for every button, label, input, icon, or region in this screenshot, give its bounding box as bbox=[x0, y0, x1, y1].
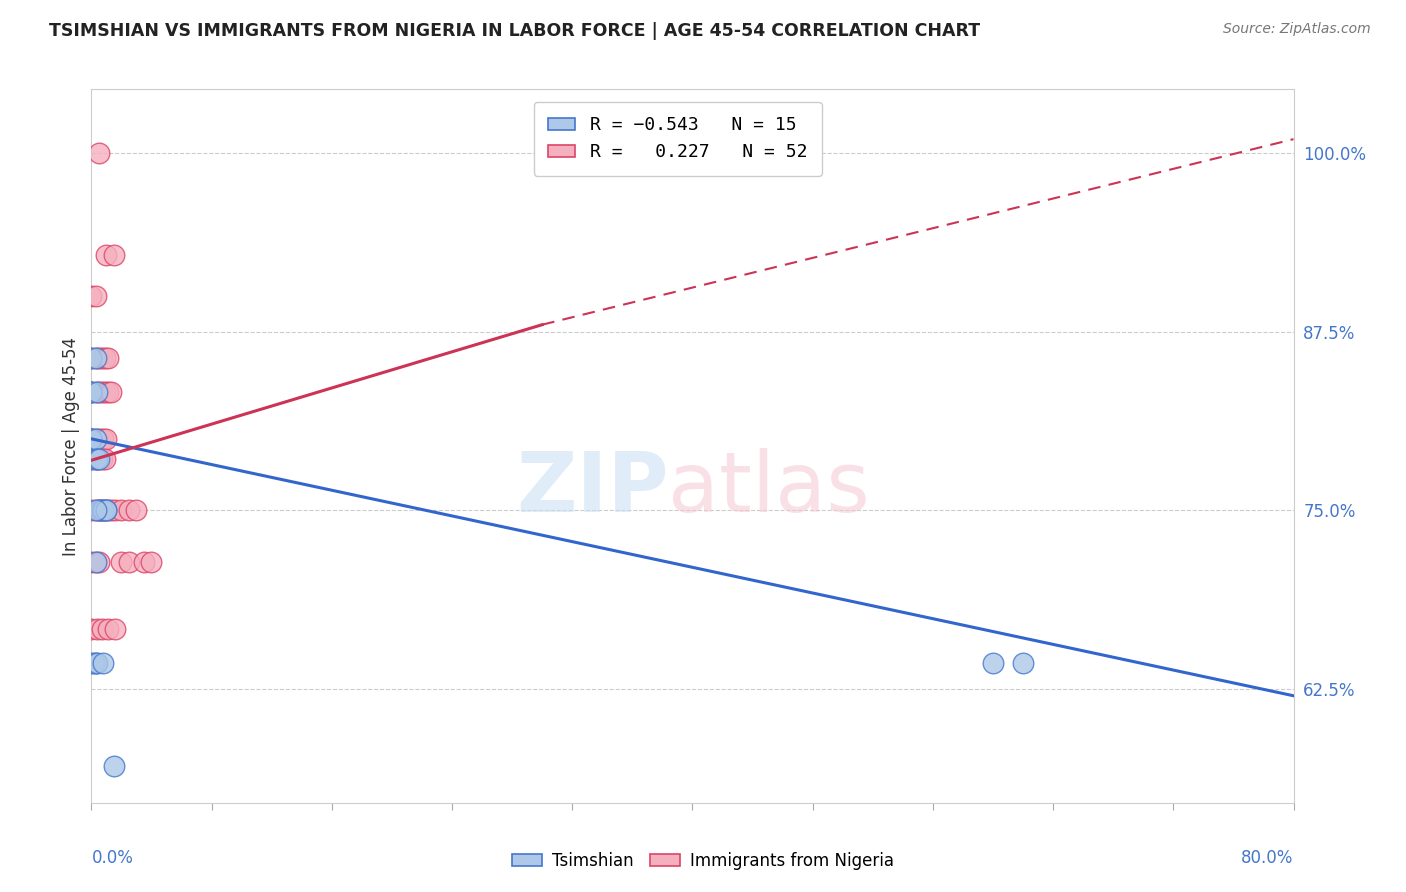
Point bbox=[80, 384, 103, 399]
Point bbox=[87, 451, 110, 466]
Y-axis label: In Labor Force | Age 45-54: In Labor Force | Age 45-54 bbox=[62, 336, 80, 556]
Text: 80.0%: 80.0% bbox=[1241, 849, 1294, 867]
Point bbox=[90, 384, 112, 399]
Point bbox=[1012, 656, 1035, 670]
Point bbox=[93, 656, 115, 670]
Point bbox=[80, 656, 103, 670]
Text: atlas: atlas bbox=[668, 449, 870, 529]
Point bbox=[96, 503, 118, 517]
Point bbox=[100, 503, 122, 517]
Point bbox=[84, 384, 107, 399]
Point bbox=[80, 351, 103, 365]
Point bbox=[94, 384, 117, 399]
Point bbox=[80, 432, 103, 446]
Point bbox=[84, 351, 107, 365]
Point bbox=[86, 622, 108, 636]
Point bbox=[97, 351, 120, 365]
Point bbox=[87, 384, 110, 399]
Point bbox=[84, 451, 107, 466]
Point bbox=[80, 384, 103, 399]
Point bbox=[89, 432, 111, 446]
Point bbox=[80, 432, 103, 446]
Point bbox=[84, 351, 107, 365]
Point bbox=[97, 503, 120, 517]
Point bbox=[84, 555, 107, 569]
Point bbox=[96, 248, 118, 262]
Point bbox=[80, 451, 103, 466]
Point bbox=[90, 503, 112, 517]
Point bbox=[87, 451, 110, 466]
Point bbox=[103, 758, 125, 772]
Point bbox=[96, 432, 118, 446]
Point bbox=[80, 451, 103, 466]
Point bbox=[93, 503, 115, 517]
Point bbox=[90, 451, 112, 466]
Point bbox=[94, 451, 117, 466]
Point bbox=[86, 384, 108, 399]
Text: Source: ZipAtlas.com: Source: ZipAtlas.com bbox=[1223, 22, 1371, 37]
Point bbox=[87, 503, 110, 517]
Point bbox=[104, 503, 127, 517]
Point bbox=[83, 432, 105, 446]
Point bbox=[87, 146, 110, 161]
Point bbox=[125, 503, 148, 517]
Point bbox=[80, 289, 103, 303]
Point bbox=[87, 503, 110, 517]
Point bbox=[86, 432, 108, 446]
Point bbox=[118, 555, 141, 569]
Point bbox=[94, 503, 117, 517]
Point bbox=[100, 384, 122, 399]
Point bbox=[80, 384, 103, 399]
Point bbox=[80, 432, 103, 446]
Point bbox=[80, 622, 103, 636]
Legend: Tsimshian, Immigrants from Nigeria: Tsimshian, Immigrants from Nigeria bbox=[505, 846, 901, 877]
Point bbox=[103, 248, 125, 262]
Point bbox=[93, 432, 115, 446]
Text: TSIMSHIAN VS IMMIGRANTS FROM NIGERIA IN LABOR FORCE | AGE 45-54 CORRELATION CHAR: TSIMSHIAN VS IMMIGRANTS FROM NIGERIA IN … bbox=[49, 22, 980, 40]
Point bbox=[89, 503, 111, 517]
Point bbox=[94, 351, 117, 365]
Point bbox=[90, 351, 112, 365]
Point bbox=[118, 503, 141, 517]
Point bbox=[84, 555, 107, 569]
Point bbox=[97, 384, 120, 399]
Point bbox=[97, 622, 120, 636]
Point bbox=[90, 503, 112, 517]
Point bbox=[80, 555, 103, 569]
Point bbox=[80, 351, 103, 365]
Point bbox=[93, 860, 115, 874]
Point bbox=[84, 656, 107, 670]
Point bbox=[80, 432, 103, 446]
Point bbox=[84, 432, 107, 446]
Point bbox=[96, 503, 118, 517]
Point bbox=[84, 503, 107, 517]
Point bbox=[132, 555, 155, 569]
Point bbox=[981, 656, 1004, 670]
Point bbox=[87, 555, 110, 569]
Point bbox=[86, 656, 108, 670]
Point bbox=[90, 622, 112, 636]
Point bbox=[110, 503, 132, 517]
Point bbox=[104, 622, 127, 636]
Point bbox=[84, 289, 107, 303]
Point bbox=[84, 451, 107, 466]
Point bbox=[84, 503, 107, 517]
Text: ZIP: ZIP bbox=[516, 449, 668, 529]
Point bbox=[110, 555, 132, 569]
Point bbox=[83, 656, 105, 670]
Legend: R = −0.543   N = 15, R =   0.227   N = 52: R = −0.543 N = 15, R = 0.227 N = 52 bbox=[534, 102, 821, 176]
Point bbox=[80, 503, 103, 517]
Point bbox=[86, 451, 108, 466]
Point bbox=[87, 351, 110, 365]
Point bbox=[141, 555, 163, 569]
Text: 0.0%: 0.0% bbox=[91, 849, 134, 867]
